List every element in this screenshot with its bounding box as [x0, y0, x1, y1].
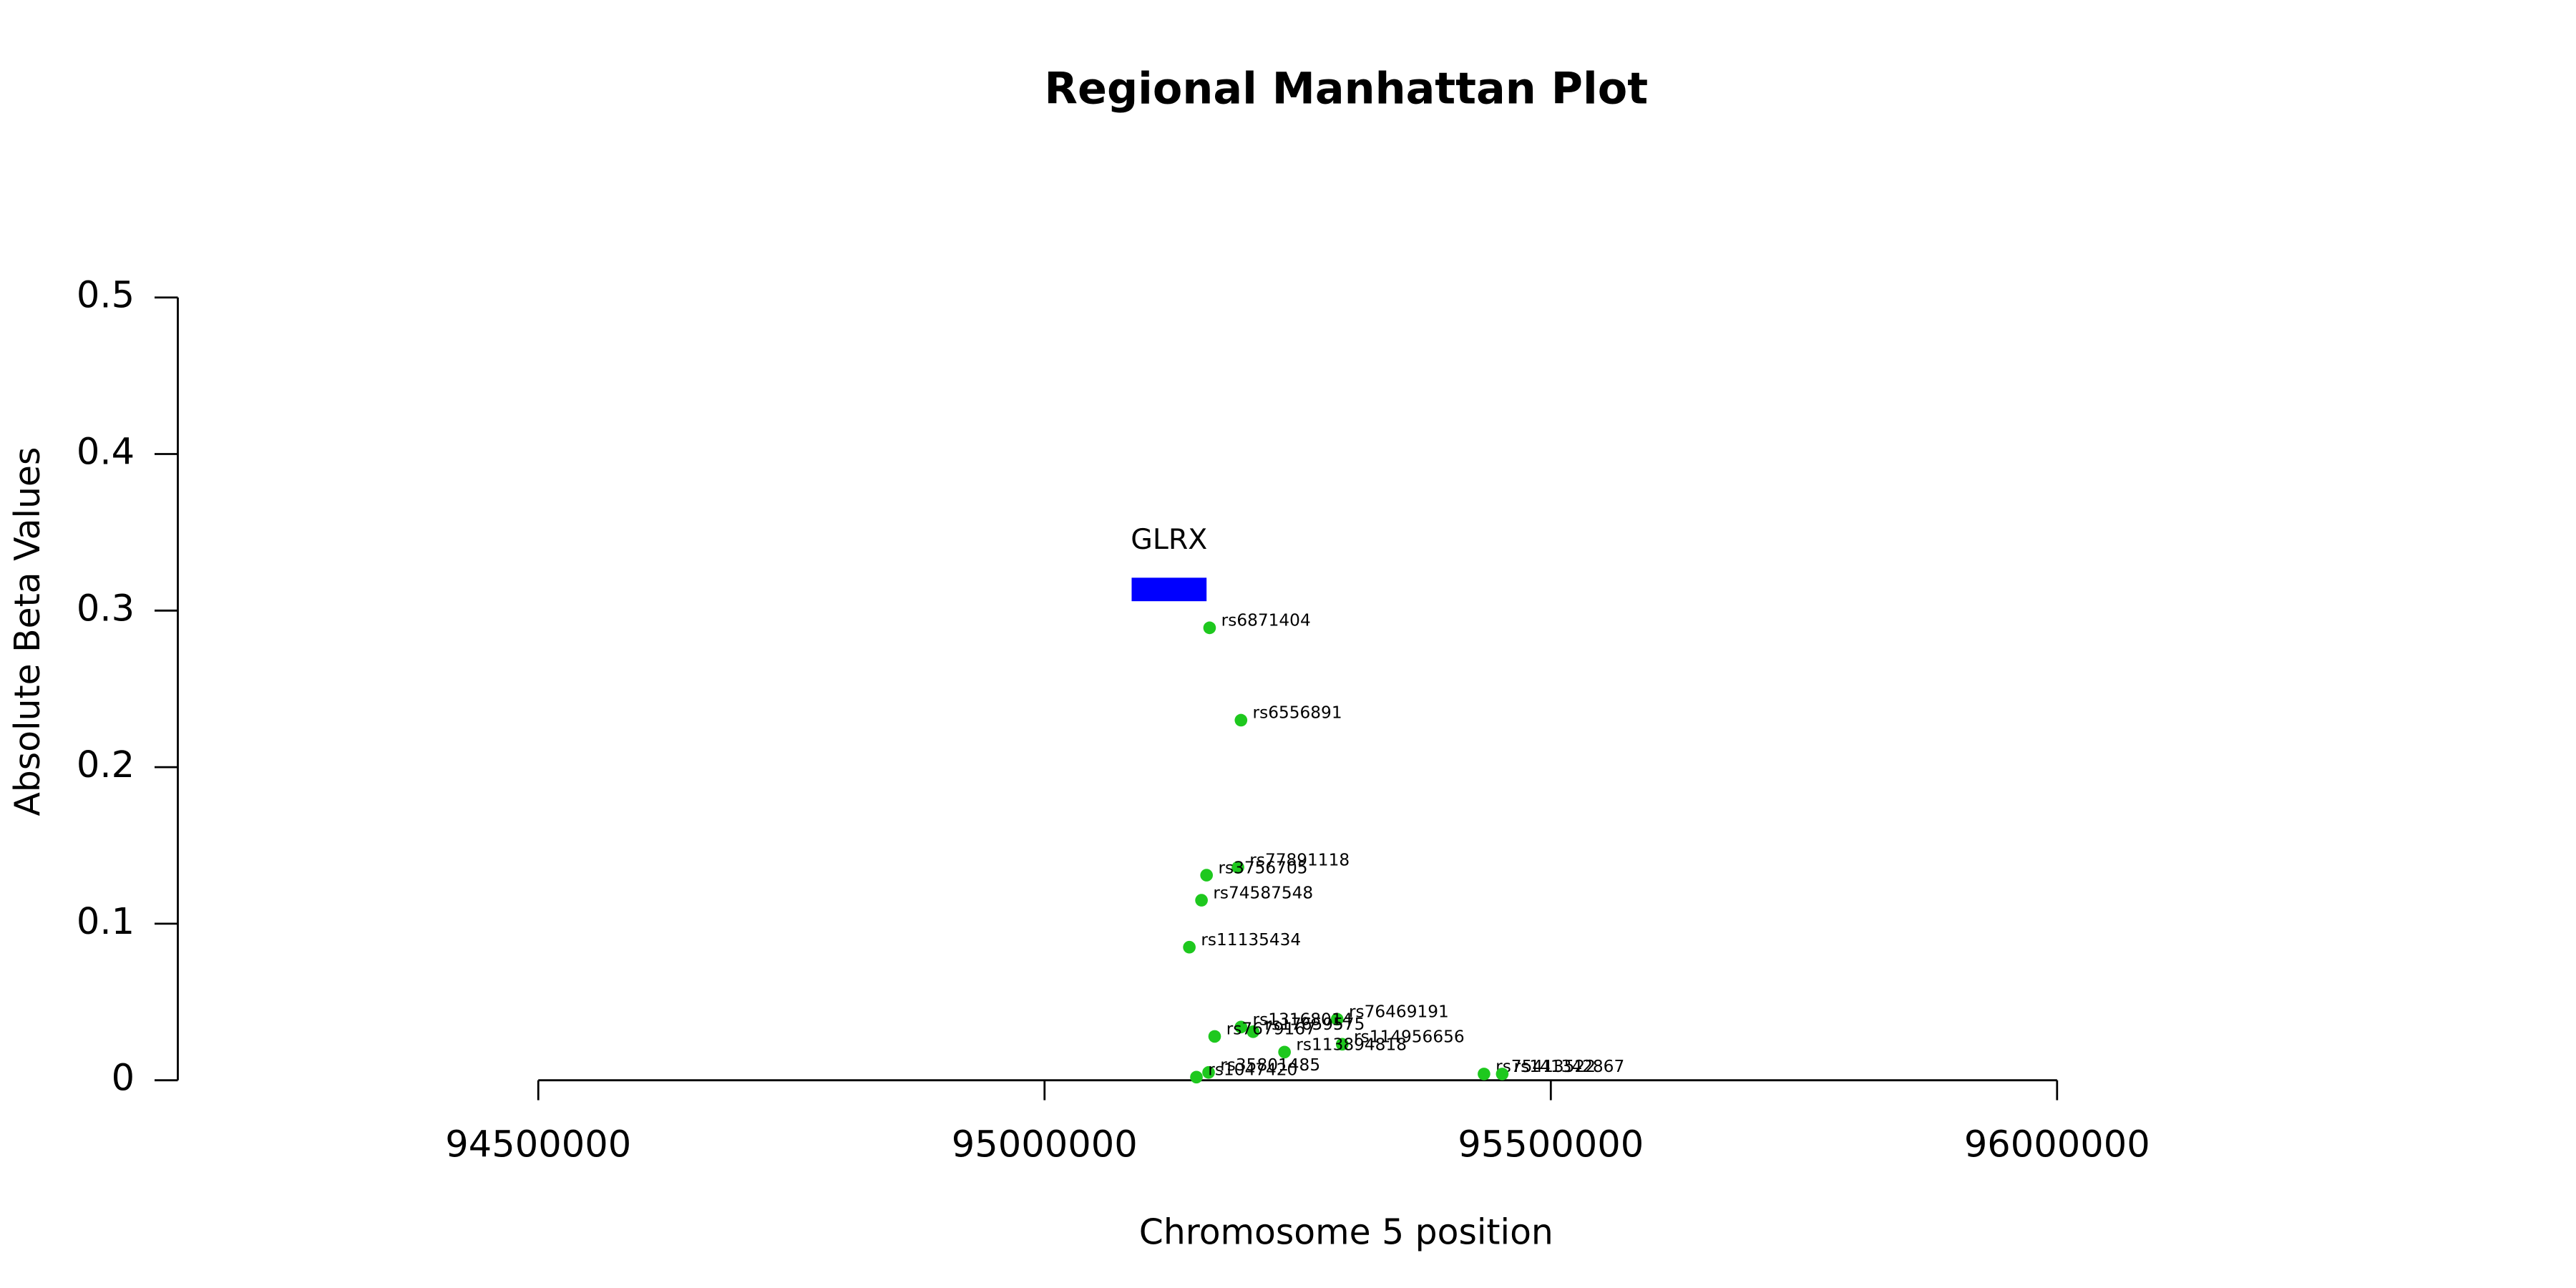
point	[1496, 1068, 1509, 1080]
y-axis-label: Absolute Beta Values	[7, 447, 48, 816]
point	[1202, 1065, 1215, 1079]
point-label: rs13168014	[1253, 1010, 1353, 1029]
point	[1234, 1020, 1248, 1034]
point-label: rs7679167	[1226, 1020, 1316, 1039]
point	[1208, 1030, 1221, 1043]
gene-box	[1131, 577, 1207, 602]
point	[1478, 1068, 1491, 1080]
point	[1278, 1045, 1291, 1059]
point-label: rs76469191	[1349, 1002, 1449, 1022]
y-tick-label: 0.1	[77, 901, 135, 943]
point	[1183, 940, 1196, 954]
point-label: rs141342867	[1514, 1057, 1625, 1076]
point	[1190, 1070, 1203, 1084]
y-tick-label: 0.4	[77, 431, 135, 474]
point-label: rs75413522	[1496, 1057, 1596, 1076]
point	[1246, 1025, 1260, 1038]
point	[1231, 861, 1244, 874]
point-label: rs35801485	[1220, 1055, 1320, 1075]
x-tick-label: 95000000	[952, 1124, 1138, 1166]
point-label: rs3756705	[1218, 858, 1307, 877]
point-label: rs6871404	[1221, 611, 1311, 630]
point-label: rs6556891	[1253, 703, 1342, 723]
point	[1200, 869, 1214, 882]
point	[1203, 621, 1216, 635]
chart-title: Regional Manhattan Plot	[1045, 64, 1649, 114]
point-label: rs74587548	[1213, 883, 1313, 902]
y-tick-label: 0.3	[77, 587, 135, 630]
gene-label: GLRX	[1131, 523, 1207, 556]
x-axis-label: Chromosome 5 position	[1139, 1212, 1553, 1253]
x-tick-label: 94500000	[445, 1124, 631, 1166]
point-label: rs11135434	[1201, 930, 1301, 950]
point	[1234, 713, 1248, 727]
point-label: rs1047420	[1208, 1060, 1297, 1080]
x-tick-label: 96000000	[1964, 1124, 2150, 1166]
point-label: rs17659575	[1265, 1015, 1365, 1034]
point	[1195, 894, 1208, 907]
point-label: rs114956656	[1354, 1028, 1465, 1047]
point-label: rs77891118	[1249, 850, 1350, 869]
point	[1330, 1013, 1344, 1026]
y-tick-label: 0.5	[77, 275, 135, 317]
point	[1335, 1038, 1349, 1051]
x-tick-label: 95500000	[1458, 1124, 1644, 1166]
y-tick-label: 0.2	[77, 744, 135, 786]
point-label: rs113894818	[1296, 1035, 1407, 1055]
y-tick-label: 0	[112, 1058, 135, 1100]
